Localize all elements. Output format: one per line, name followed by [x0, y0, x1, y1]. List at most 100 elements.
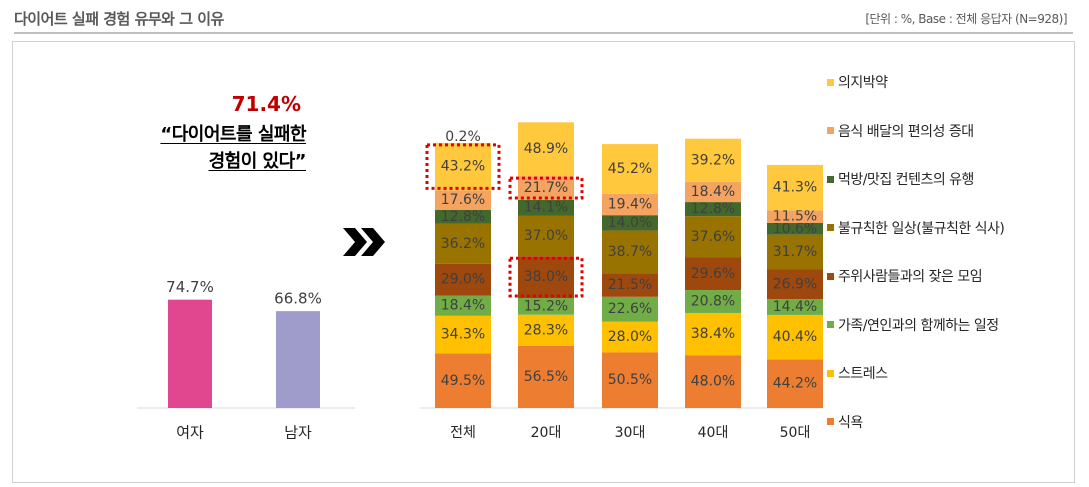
stacked-segment: [602, 144, 658, 194]
legend-swatch: [827, 272, 834, 280]
stacked-segment-label: 14.4%: [773, 299, 817, 315]
stacked-segment-label: 29.6%: [691, 266, 735, 282]
stacked-segment-label: 40.4%: [773, 329, 817, 345]
stacked-segment-label: 12.8%: [441, 209, 485, 225]
stacked-tick-label: 20대: [531, 425, 562, 441]
gender-bar-label: 74.7%: [166, 278, 214, 296]
stacked-segment-label: 29.0%: [441, 272, 485, 288]
stacked-segment-label: 37.6%: [691, 229, 735, 245]
stacked-segment: [518, 122, 574, 177]
legend-swatch: [827, 175, 834, 183]
highlight-box: [508, 256, 584, 298]
stacked-segment: [685, 181, 741, 203]
stacked-segment-label: 41.3%: [773, 180, 817, 196]
title-divider: [14, 32, 1073, 34]
stacked-segment: [518, 298, 574, 315]
legend-label: 불규칙한 일상(불규칙한 식사): [838, 220, 1005, 237]
stacked-segment: [518, 176, 574, 200]
stacked-segment: [602, 352, 658, 408]
stacked-segment: [685, 257, 741, 291]
stacked-segment-label: 14.1%: [524, 200, 568, 216]
stacked-segment-label: 20.8%: [691, 294, 735, 310]
gender-bar-label: 66.8%: [274, 290, 322, 308]
stacked-segment: [435, 295, 491, 316]
stacked-segment: [767, 234, 823, 270]
stacked-segment-label: 56.5%: [524, 369, 568, 385]
stacked-segment-label: 21.5%: [608, 277, 652, 293]
stacked-segment: [767, 222, 823, 235]
stacked-segment-label: 21.7%: [524, 180, 568, 196]
stacked-segment: [602, 215, 658, 231]
stacked-segment-label: 50.5%: [608, 372, 652, 388]
stacked-segment: [685, 216, 741, 258]
stacked-segment: [435, 263, 491, 296]
stacked-segment: [767, 269, 823, 300]
stacked-segment: [602, 296, 658, 322]
legend-label: 의지박약: [838, 75, 888, 91]
stacked-segment-label: 36.2%: [441, 236, 485, 252]
gender-bar-0: [168, 299, 212, 408]
stacked-segment-label: 38.0%: [524, 269, 568, 285]
highlight-box: [508, 176, 584, 200]
legend-swatch: [827, 369, 834, 377]
stacked-segment-label: 38.4%: [691, 326, 735, 342]
legend-item: 스트레스: [827, 363, 888, 383]
legend-label: 식욕: [838, 414, 863, 431]
chart-title: 다이어트 실패 경험 유무와 그 이유: [14, 10, 224, 28]
stacked-segment: [435, 315, 491, 354]
stacked-segment-label: 22.6%: [608, 301, 652, 317]
stacked-segment: [767, 359, 823, 408]
stacked-segment-label: 11.5%: [773, 209, 817, 225]
stacked-segment-label: 18.4%: [691, 184, 735, 200]
stacked-segment: [435, 223, 491, 264]
stacked-segment: [435, 190, 491, 210]
legend-item: 불규칙한 일상(불규칙한 식사): [827, 218, 1005, 238]
stacked-segment: [435, 209, 491, 224]
legend-item: 주위사람들과의 잦은 모임: [827, 266, 983, 286]
stacked-segment-label: 17.6%: [441, 192, 485, 208]
double-chevron-right-icon: [343, 228, 385, 256]
stacked-segment: [602, 230, 658, 274]
stacked-segment: [518, 345, 574, 408]
stacked-segment-label: 12.8%: [691, 201, 735, 217]
stacked-segment-label: 37.0%: [524, 228, 568, 244]
stacked-segment-label: 38.7%: [608, 244, 652, 260]
stacked-tick-label: 전체: [450, 425, 476, 441]
legend-swatch: [827, 78, 834, 86]
stacked-segment: [602, 321, 658, 353]
stacked-segment: [767, 299, 823, 315]
highlight-percent: 71.4%: [231, 92, 301, 116]
stacked-segment-label: 28.0%: [608, 329, 652, 345]
legend-label: 먹방/맛집 컨텐츠의 유행: [838, 172, 974, 188]
legend-swatch: [827, 418, 834, 425]
stacked-segment: [767, 164, 823, 211]
stacked-segment-label: 39.2%: [691, 152, 735, 168]
stacked-segment-label: 34.3%: [441, 327, 485, 343]
unit-note: [단위 : %, Base : 전체 응답자 (N=928)]: [865, 12, 1067, 26]
legend-label: 스트레스: [838, 366, 888, 382]
stacked-segment: [602, 193, 658, 216]
stacked-segment-label: 44.2%: [773, 376, 817, 392]
stacked-segment-label: 48.0%: [691, 374, 735, 390]
stacked-segment: [685, 312, 741, 356]
stacked-segment-label: 45.2%: [608, 161, 652, 177]
legend-swatch: [827, 127, 834, 134]
stacked-segment-label: 48.9%: [524, 141, 568, 157]
gender-tick-label: 남자: [284, 424, 312, 442]
legend-item: 먹방/맛집 컨텐츠의 유행: [827, 169, 974, 189]
stacked-segment-label: 15.2%: [524, 298, 568, 314]
highlight-box: [425, 143, 501, 190]
stacked-segment-label: 18.4%: [441, 298, 485, 314]
stacked-segment: [435, 353, 491, 408]
stacked-segment-label: 49.5%: [441, 373, 485, 389]
stacked-segment: [518, 215, 574, 257]
stacked-segment-label: 28.3%: [524, 322, 568, 338]
legend-label: 음식 배달의 편의성 증대: [838, 123, 974, 140]
legend-item: 식욕: [827, 412, 863, 432]
stacked-segment: [767, 314, 823, 360]
stacked-segment: [767, 210, 823, 223]
gender-tick-label: 여자: [176, 424, 204, 442]
stacked-segment: [685, 355, 741, 408]
stacked-segment-label: 10.6%: [773, 221, 817, 237]
